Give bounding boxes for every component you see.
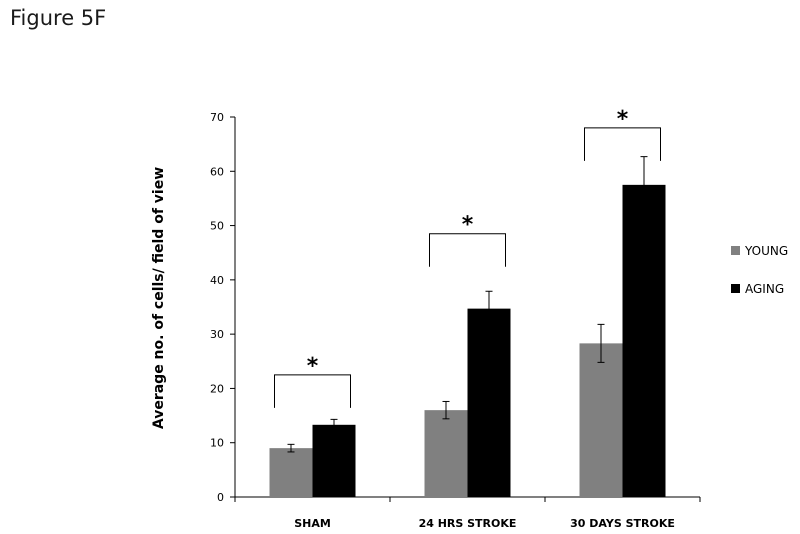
significance-annotations: * * * xyxy=(274,107,661,408)
figure-label: Figure 5F xyxy=(10,6,107,30)
significance-star: * xyxy=(462,213,474,238)
bar-young xyxy=(424,410,468,497)
category-label: 24 HRS STROKE xyxy=(419,517,517,530)
legend: YOUNG AGING xyxy=(731,244,788,296)
y-tick-labels: 0 10 20 30 40 50 60 70 xyxy=(210,111,224,504)
y-axis-label: Average no. of cells/ field of view xyxy=(151,167,167,429)
bar-aging xyxy=(312,424,356,497)
y-tick-label: 40 xyxy=(210,274,224,287)
y-tick-label: 10 xyxy=(210,437,224,450)
significance-bracket xyxy=(584,127,661,161)
y-tick-label: 50 xyxy=(210,220,224,233)
category-label: SHAM xyxy=(294,517,331,530)
category-label: 30 DAYS STROKE xyxy=(570,517,675,530)
legend-label-aging: AGING xyxy=(745,282,784,296)
significance-bracket xyxy=(429,233,506,267)
y-tick-label: 30 xyxy=(210,328,224,341)
significance-star: * xyxy=(617,107,629,132)
bar-young xyxy=(579,343,623,497)
significance-bracket xyxy=(274,374,351,408)
bars xyxy=(269,184,666,497)
category-labels: SHAM 24 HRS STROKE 30 DAYS STROKE xyxy=(294,517,675,530)
y-tick-label: 60 xyxy=(210,165,224,178)
significance-star: * xyxy=(307,354,319,379)
bar-aging xyxy=(467,308,511,497)
y-tick-label: 0 xyxy=(217,491,224,504)
legend-swatch-young xyxy=(731,246,740,255)
bar-young xyxy=(269,448,313,497)
y-tick-label: 70 xyxy=(210,111,224,124)
y-tick-label: 20 xyxy=(210,382,224,395)
legend-label-young: YOUNG xyxy=(744,244,788,258)
bar-aging xyxy=(622,184,666,497)
error-bars xyxy=(287,156,648,453)
legend-swatch-aging xyxy=(731,284,740,293)
